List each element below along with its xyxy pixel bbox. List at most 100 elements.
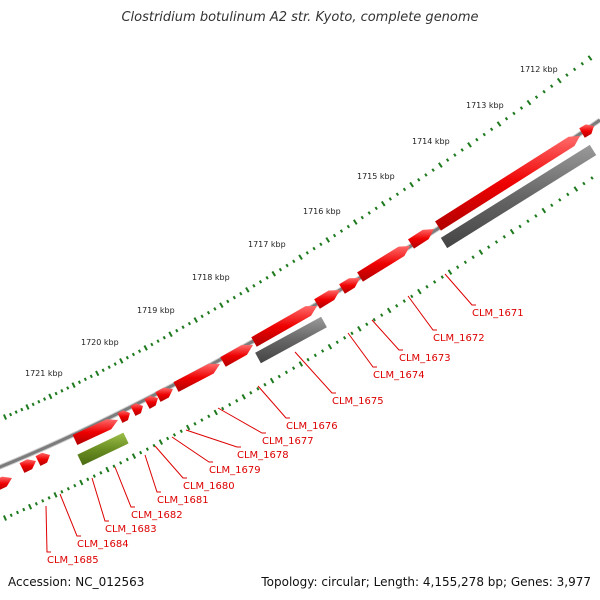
scale-tick xyxy=(112,464,116,469)
scale-tick xyxy=(460,148,464,152)
gene-arrow-forward xyxy=(339,278,360,294)
scale-tick xyxy=(150,342,154,347)
scale-tick xyxy=(440,275,444,279)
scale-tick xyxy=(487,245,491,249)
gene-arrow-forward xyxy=(117,410,130,423)
scale-tick xyxy=(367,211,371,215)
scale-tick xyxy=(256,386,260,391)
scale-tick xyxy=(447,269,453,275)
gene-label: CLM_1675 xyxy=(332,396,384,407)
scale-tick xyxy=(320,349,325,353)
scale-tick xyxy=(509,228,515,235)
gene-label: CLM_1681 xyxy=(157,495,209,506)
scale-tick xyxy=(313,353,317,358)
scale-tick xyxy=(60,389,64,393)
scale-tick xyxy=(263,382,267,387)
scale-tick xyxy=(319,242,323,247)
scale-tick xyxy=(475,137,479,142)
gene-label: CLM_1673 xyxy=(399,353,451,364)
gene-label: CLM_1679 xyxy=(209,465,261,476)
scale-tick xyxy=(380,313,384,317)
gene-track xyxy=(0,124,597,490)
accession-text: Accession: NC_012563 xyxy=(8,575,144,589)
scale-tick xyxy=(455,265,460,270)
scale-tick xyxy=(271,270,277,277)
scale-tick xyxy=(402,299,406,303)
label-leaders xyxy=(45,273,476,553)
scale-tick xyxy=(226,299,230,304)
scale-tick xyxy=(47,496,51,500)
scale-tick xyxy=(14,410,18,414)
gene-arrow-forward xyxy=(144,395,158,409)
scale-tick xyxy=(73,483,77,488)
gene-label: CLM_1671 xyxy=(472,308,524,319)
scale-tick xyxy=(235,398,239,403)
scale-tick xyxy=(54,391,58,396)
scale-tick xyxy=(213,307,217,311)
scale-tick xyxy=(542,89,546,94)
scale-tick xyxy=(101,368,105,373)
scale-tick xyxy=(380,200,386,207)
gene-label: CLM_1672 xyxy=(433,333,485,344)
scale-tick xyxy=(395,192,400,197)
scale-tick xyxy=(166,436,170,441)
scale-tick xyxy=(549,84,554,88)
scale-tick xyxy=(145,447,149,451)
scale-tick xyxy=(463,260,468,265)
scale-tick xyxy=(175,328,179,333)
scale-tick xyxy=(445,158,450,162)
scale-label: 1720 kbp xyxy=(81,338,119,347)
scale-tick xyxy=(573,186,579,192)
scale-label: 1715 kbp xyxy=(357,172,395,181)
scale-tick xyxy=(512,111,516,116)
scale-tick xyxy=(107,365,111,369)
scale-tick xyxy=(71,382,76,388)
scale-tick xyxy=(245,286,250,293)
scale-tick xyxy=(565,73,569,77)
scale-tick xyxy=(372,317,376,322)
label-leader-line xyxy=(347,332,377,368)
scale-tick xyxy=(478,249,484,255)
scale-tick xyxy=(95,370,100,377)
label-leader-line xyxy=(185,429,241,448)
scale-tick xyxy=(590,176,594,180)
scale-tick xyxy=(232,295,236,300)
gene-label: CLM_1685 xyxy=(47,555,99,566)
scale-tick xyxy=(66,486,70,491)
gene-label: CLM_1678 xyxy=(237,450,289,461)
gene-arrow-forward xyxy=(579,124,594,138)
scale-tick xyxy=(374,206,378,211)
scale-tick xyxy=(206,310,211,315)
map-title: Clostridium botulinum A2 str. Kyoto, com… xyxy=(121,10,478,25)
scale-tick xyxy=(43,397,47,401)
gene-arrow-forward xyxy=(220,345,253,367)
scale-tick xyxy=(193,422,197,426)
scale-tick xyxy=(119,358,124,364)
scale-tick xyxy=(360,215,364,220)
scale-tick xyxy=(2,515,8,521)
scale-tick xyxy=(312,246,316,251)
scale-tick xyxy=(105,466,110,473)
scale-tick xyxy=(582,181,586,186)
scale-tick xyxy=(291,366,296,370)
label-leader-line xyxy=(91,477,109,522)
scale-tick xyxy=(365,322,369,327)
gene-arrow-forward xyxy=(72,419,118,445)
scale-tick xyxy=(3,414,7,420)
scale-tick xyxy=(566,192,570,197)
scale-tick xyxy=(99,471,103,475)
scale-tick xyxy=(305,251,309,255)
scale-tick xyxy=(131,352,136,357)
scale-tick xyxy=(252,284,256,288)
scale-tick xyxy=(409,181,414,188)
scale-tick xyxy=(48,393,53,400)
scale-tick xyxy=(181,325,185,329)
scale-tick xyxy=(9,513,13,518)
scale-tick xyxy=(53,491,58,498)
scale-tick xyxy=(34,502,38,506)
scale-tick xyxy=(77,380,82,385)
scale-tick xyxy=(200,418,204,422)
scale-tick xyxy=(285,263,289,268)
scale-tick xyxy=(534,95,539,99)
